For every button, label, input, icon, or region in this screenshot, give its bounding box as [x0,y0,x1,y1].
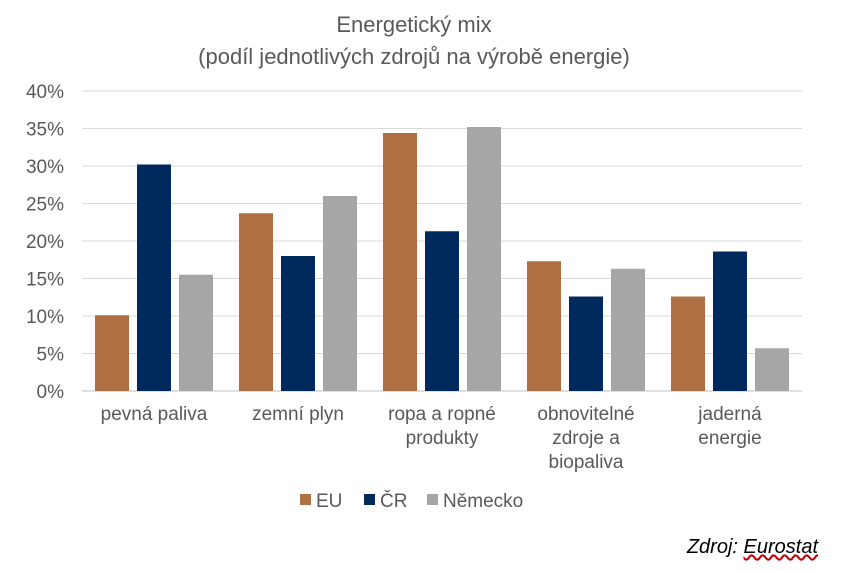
y-axis: 0% 5% 10% 15% 20% 25% 30% 35% 40% [26,82,64,403]
category-label: jaderná energie [697,404,762,449]
y-tick-label: 25% [26,195,64,216]
bar-EU-0 [95,315,129,391]
bar-ČR-0 [137,164,171,391]
bar-Německo-2 [467,127,501,391]
legend-swatch [300,494,311,505]
legend-label: Německo [443,491,523,512]
y-tick-label: 20% [26,232,64,253]
y-tick-label: 10% [26,307,64,328]
category-label: obnovitelné zdroje a biopaliva [537,404,634,473]
bar-Německo-3 [611,268,645,391]
bar-Německo-1 [323,196,357,391]
legend: EU ČR Německo [300,490,523,512]
legend-swatch [427,494,438,505]
y-tick-label: 35% [26,120,64,141]
legend-swatch [364,494,375,505]
y-tick-label: 40% [26,82,64,103]
bar-ČR-3 [569,296,603,391]
bar-Německo-0 [179,274,213,391]
source-note: Zdroj: Eurostat [687,536,818,559]
bar-ČR-4 [713,251,747,391]
y-tick-label: 5% [37,345,65,366]
chart-subtitle: (podíl jednotlivých zdrojů na výrobě ene… [198,44,630,69]
bar-EU-3 [527,261,561,391]
legend-label: EU [316,491,342,512]
bar-ČR-1 [281,256,315,391]
bars [95,127,789,391]
source-prefix: Zdroj: [686,536,738,558]
bar-ČR-2 [425,231,459,391]
legend-label: ČR [380,490,407,512]
bar-Německo-4 [755,348,789,391]
y-tick-label: 30% [26,157,64,178]
bar-EU-1 [239,213,273,391]
chart-title: Energetický mix [336,12,491,37]
category-label: zemní plyn [252,404,344,425]
bar-EU-2 [383,133,417,391]
category-label: pevná paliva [101,404,208,425]
category-label: ropa a ropné produkty [388,404,496,449]
source-link[interactable]: Eurostat [743,536,818,558]
x-axis: pevná paliva zemní plyn ropa a ropné produk… [101,404,762,473]
y-tick-label: 0% [37,382,65,403]
y-tick-label: 15% [26,270,64,291]
bar-EU-4 [671,296,705,391]
